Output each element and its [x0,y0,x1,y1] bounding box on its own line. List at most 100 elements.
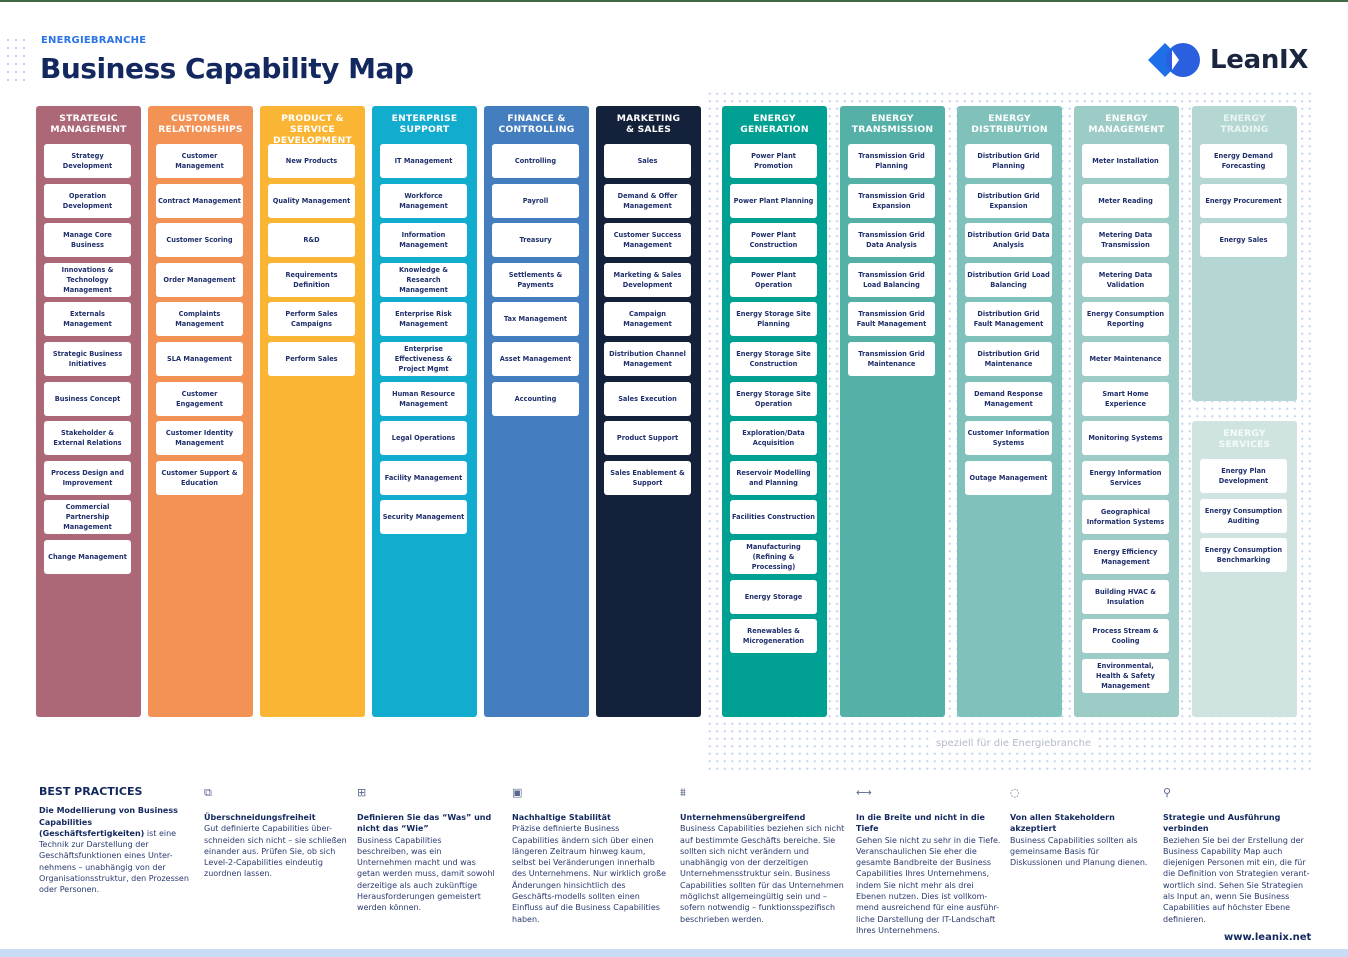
capability-card[interactable]: Workforce Management [380,183,467,218]
capability-card[interactable]: Strategic Business Initiatives [44,342,131,376]
capability-card[interactable]: Energy Storage Site Operation [730,381,817,416]
capability-card[interactable]: Transmission Grid Expansion [848,183,935,218]
capability-card[interactable]: Distribution Grid Load Balancing [965,262,1052,297]
capability-card[interactable]: Asset Management [492,342,579,376]
capability-card[interactable]: Power Plant Operation [730,262,817,297]
capability-card[interactable]: Transmission Grid Planning [848,144,935,178]
capability-card[interactable]: Information Management [380,223,467,258]
capability-card[interactable]: Meter Reading [1082,183,1169,218]
capability-card[interactable]: R&D [268,223,355,258]
capability-card[interactable]: Requirements Definition [268,262,355,297]
capability-card[interactable]: Energy Demand Forecasting [1200,144,1287,178]
capability-card[interactable]: New Products [268,144,355,178]
capability-card[interactable]: Metering Data Validation [1082,262,1169,297]
capability-card[interactable]: Perform Sales Campaigns [268,302,355,337]
capability-card[interactable]: Energy Consumption Reporting [1082,302,1169,337]
capability-card[interactable]: Operation Development [44,183,131,218]
capability-card[interactable]: Energy Sales [1200,223,1287,258]
capability-card[interactable]: Smart Home Experience [1082,381,1169,416]
capability-card[interactable]: Distribution Grid Planning [965,144,1052,178]
capability-card[interactable]: Distribution Channel Management [604,342,691,376]
capability-card[interactable]: Metering Data Transmission [1082,223,1169,258]
capability-card[interactable]: Reservoir Modelling and Planning [730,460,817,495]
capability-card[interactable]: Energy Storage [730,579,817,614]
capability-card[interactable]: Marketing & Sales Development [604,262,691,297]
capability-card[interactable]: Customer Engagement [156,381,243,416]
capability-card[interactable]: Innovations & Technology Management [44,262,131,297]
capability-card[interactable]: Sales Enablement & Support [604,460,691,495]
capability-card[interactable]: Demand & Offer Management [604,183,691,218]
capability-card[interactable]: Power Plant Planning [730,183,817,218]
capability-card[interactable]: Customer Scoring [156,223,243,258]
capability-card[interactable]: Human Resource Management [380,381,467,416]
capability-card[interactable]: Campaign Management [604,302,691,337]
capability-card[interactable]: Facilities Construction [730,500,817,535]
capability-card[interactable]: Payroll [492,183,579,218]
capability-card[interactable]: Energy Storage Site Planning [730,302,817,337]
capability-card[interactable]: SLA Management [156,342,243,376]
capability-card[interactable]: Manage Core Business [44,223,131,258]
capability-card[interactable]: Environmental, Health & Safety Managemen… [1082,658,1169,693]
capability-card[interactable]: Legal Operations [380,421,467,456]
capability-card[interactable]: Transmission Grid Data Analysis [848,223,935,258]
capability-card[interactable]: Meter Maintenance [1082,342,1169,376]
capability-card[interactable]: Distribution Grid Maintenance [965,342,1052,376]
capability-card[interactable]: Transmission Grid Fault Management [848,302,935,337]
capability-card[interactable]: Energy Storage Site Construction [730,342,817,376]
capability-card[interactable]: Distribution Grid Fault Management [965,302,1052,337]
capability-card[interactable]: Externals Management [44,302,131,337]
capability-card[interactable]: Enterprise Risk Management [380,302,467,337]
capability-card[interactable]: Energy Consumption Benchmarking [1200,538,1287,573]
capability-card[interactable]: Contract Management [156,183,243,218]
capability-card[interactable]: Distribution Grid Expansion [965,183,1052,218]
capability-card[interactable]: Settlements & Payments [492,262,579,297]
capability-card[interactable]: Sales [604,144,691,178]
capability-card[interactable]: Exploration/Data Acquisition [730,421,817,456]
capability-card[interactable]: Sales Execution [604,381,691,416]
capability-card[interactable]: Power Plant Promotion [730,144,817,178]
capability-card[interactable]: Transmission Grid Load Balancing [848,262,935,297]
capability-card[interactable]: Facility Management [380,460,467,495]
capability-card[interactable]: Energy Efficiency Management [1082,540,1169,574]
capability-card[interactable]: Energy Information Services [1082,460,1169,495]
capability-card[interactable]: Outage Management [965,460,1052,495]
capability-card[interactable]: Transmission Grid Maintenance [848,342,935,376]
capability-card[interactable]: Customer Information Systems [965,421,1052,456]
capability-card[interactable]: Building HVAC & Insulation [1082,579,1169,614]
capability-card[interactable]: Power Plant Construction [730,223,817,258]
capability-card[interactable]: Quality Management [268,183,355,218]
capability-card[interactable]: Manufacturing (Refining & Processing) [730,540,817,574]
capability-card[interactable]: Commercial Partnership Management [44,500,131,535]
capability-card[interactable]: Customer Identity Management [156,421,243,456]
capability-card[interactable]: Stakeholder & External Relations [44,421,131,456]
capability-card[interactable]: Accounting [492,381,579,416]
website-link[interactable]: www.leanix.net [1224,932,1312,943]
capability-card[interactable]: Distribution Grid Data Analysis [965,223,1052,258]
leanix-logo[interactable]: LeanIX [1148,43,1308,77]
capability-card[interactable]: Business Concept [44,381,131,416]
capability-card[interactable]: Change Management [44,540,131,574]
capability-card[interactable]: Process Stream & Cooling [1082,619,1169,654]
capability-card[interactable]: Renewables & Microgeneration [730,619,817,654]
capability-card[interactable]: Controlling [492,144,579,178]
capability-card[interactable]: Monitoring Systems [1082,421,1169,456]
capability-card[interactable]: Complaints Management [156,302,243,337]
capability-card[interactable]: Knowledge & Research Management [380,262,467,297]
capability-card[interactable]: Treasury [492,223,579,258]
capability-card[interactable]: Energy Plan Development [1200,459,1287,493]
capability-card[interactable]: Energy Procurement [1200,183,1287,218]
capability-card[interactable]: IT Management [380,144,467,178]
capability-card[interactable]: Customer Support & Education [156,460,243,495]
capability-card[interactable]: Security Management [380,500,467,535]
capability-card[interactable]: Meter Installation [1082,144,1169,178]
capability-card[interactable]: Energy Consumption Auditing [1200,498,1287,533]
capability-card[interactable]: Geographical Information Systems [1082,500,1169,535]
capability-card[interactable]: Customer Success Management [604,223,691,258]
capability-card[interactable]: Perform Sales [268,342,355,376]
capability-card[interactable]: Strategy Development [44,144,131,178]
capability-card[interactable]: Enterprise Effectiveness & Project Mgmt [380,342,467,376]
capability-card[interactable]: Customer Management [156,144,243,178]
capability-card[interactable]: Demand Response Management [965,381,1052,416]
capability-card[interactable]: Product Support [604,421,691,456]
capability-card[interactable]: Process Design and Improvement [44,460,131,495]
